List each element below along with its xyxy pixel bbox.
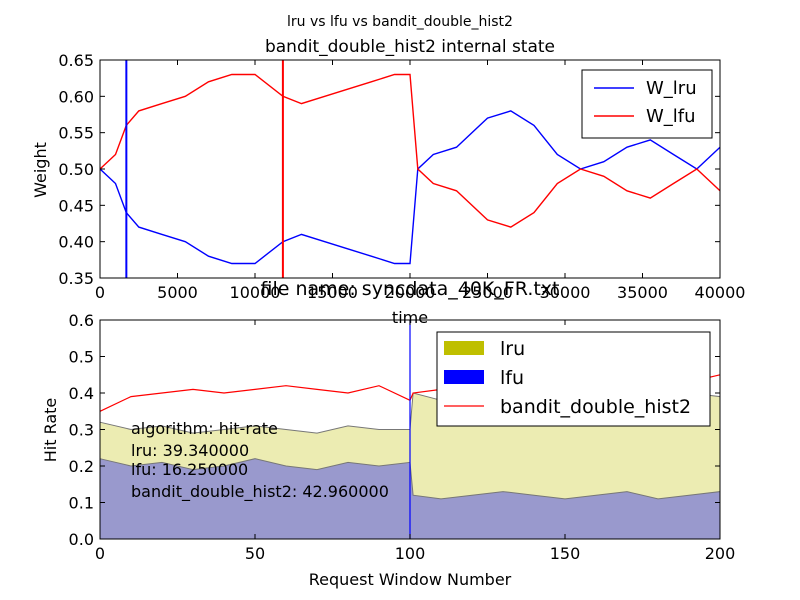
- x-tick-label: 100: [395, 544, 426, 563]
- legend-label: bandit_double_hist2: [500, 396, 691, 418]
- x-tick-label: 30000: [540, 283, 591, 302]
- x-tick-label: 40000: [695, 283, 746, 302]
- legend-label: W_lru: [646, 78, 697, 99]
- x-tick-label: 35000: [617, 283, 668, 302]
- y-tick-label: 0.1: [69, 494, 94, 513]
- hitrate-plot-frame: [99, 319, 721, 540]
- series-line-w-lfu: [99, 73, 721, 228]
- legend-swatch: [444, 370, 484, 384]
- legend-label: lru: [500, 338, 525, 360]
- y-tick-label: 0.6: [69, 311, 94, 330]
- annotation-line: bandit_double_hist2: 42.960000: [131, 482, 389, 502]
- legend-box: [581, 69, 713, 139]
- weight-y-axis-label: Weight: [31, 142, 50, 198]
- hitrate-x-axis-label: Request Window Number: [309, 570, 512, 589]
- x-tick-label: 200: [705, 544, 736, 563]
- y-tick-label: 0.55: [58, 124, 94, 143]
- x-tick-label: 5000: [157, 283, 198, 302]
- hitrate-y-axis-label: Hit Rate: [41, 398, 60, 463]
- y-tick-label: 0.5: [69, 348, 94, 367]
- legend-label: lfu: [500, 367, 524, 389]
- hitrate-subplot: file name: syncdata_40K_FR.txt Request W…: [41, 278, 735, 589]
- weight-axis-ticks: 0 5000 10000 15000 20000 25000 30000 35000 40000…: [58, 51, 745, 302]
- y-tick-label: 0.45: [58, 196, 94, 215]
- y-tick-label: 0.35: [58, 269, 94, 288]
- weight-x-axis-label: time: [392, 308, 428, 327]
- weight-plot-frame: [99, 59, 721, 279]
- annotation-line: lru: 39.340000: [131, 441, 249, 460]
- hitrate-axis-ticks: 0 50 100 150 200 0.0 0.1 0.2 0.3 0.4 0.5 0.6: [69, 311, 736, 563]
- y-tick-label: 0.4: [69, 384, 94, 403]
- x-tick-label: 15000: [307, 283, 358, 302]
- hitrate-legend: lru lfu bandit_double_hist2: [436, 331, 711, 427]
- x-tick-label: 0: [95, 283, 105, 302]
- legend-swatch: [444, 341, 484, 355]
- y-tick-label: 0.65: [58, 51, 94, 70]
- hitrate-chart-title: file name: syncdata_40K_FR.txt: [261, 278, 560, 300]
- figure-suptitle: lru vs lfu vs bandit_double_hist2: [287, 14, 513, 30]
- weight-chart-title: bandit_double_hist2 internal state: [265, 37, 555, 57]
- hitrate-plot-area: [99, 320, 721, 540]
- x-tick-label: 0: [95, 544, 105, 563]
- weight-legend: W_lru W_lfu: [581, 69, 713, 139]
- weight-subplot: bandit_double_hist2 internal state time …: [31, 37, 745, 327]
- x-tick-label: 10000: [230, 283, 281, 302]
- annotation-line: lfu: 16.250000: [131, 460, 248, 479]
- y-tick-label: 0.0: [69, 530, 94, 549]
- y-tick-label: 0.60: [58, 87, 94, 106]
- weight-plot-area: [99, 60, 721, 278]
- x-tick-label: 20000: [385, 283, 436, 302]
- hitrate-annotation: algorithm: hit-rate lru: 39.340000 lfu: …: [131, 419, 389, 502]
- y-tick-label: 0.2: [69, 457, 94, 476]
- x-tick-label: 50: [245, 544, 265, 563]
- legend-label: W_lfu: [646, 106, 696, 127]
- x-tick-label: 25000: [462, 283, 513, 302]
- y-tick-label: 0.3: [69, 421, 94, 440]
- y-tick-label: 0.40: [58, 233, 94, 252]
- x-tick-label: 150: [550, 544, 581, 563]
- annotation-line: algorithm: hit-rate: [131, 419, 278, 438]
- y-tick-label: 0.50: [58, 160, 94, 179]
- series-line-w-lru: [99, 110, 721, 265]
